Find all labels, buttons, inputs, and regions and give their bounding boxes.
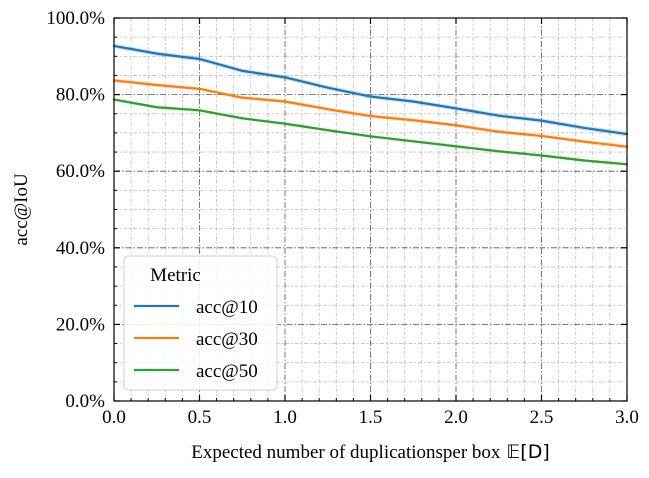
series-lines <box>112 44 629 166</box>
series-line-acc-30 <box>112 79 629 148</box>
x-axis-label: Expected number of duplicationsper box 𝔼[… <box>191 441 550 463</box>
legend-label-acc-30: acc@30 <box>196 329 258 350</box>
legend-label-acc-10: acc@10 <box>196 297 258 318</box>
x-tick-label: 2.5 <box>530 407 554 428</box>
legend-title: Metric <box>150 265 201 286</box>
x-tick-label: 2.0 <box>444 407 468 428</box>
legend-items: acc@10 acc@30 acc@50 <box>134 297 258 382</box>
y-axis-label: acc@IoU <box>11 173 32 246</box>
legend-label-acc-50: acc@50 <box>196 361 258 382</box>
x-tick-label: 0.5 <box>188 407 212 428</box>
y-tick-label: 80.0% <box>56 85 105 106</box>
y-tick-label: 40.0% <box>56 238 105 259</box>
x-tick-label: 1.0 <box>273 407 297 428</box>
y-tick-label: 20.0% <box>56 314 105 335</box>
series-line-acc-50 <box>112 98 629 166</box>
tick-labels: 0.0 0.5 1.0 1.5 2.0 2.5 3.0 0.0% 20.0% 40.0% 60.0%… <box>46 8 638 428</box>
y-tick-label: 0.0% <box>65 391 105 412</box>
legend: Metric acc@10 acc@30 acc@50 <box>123 255 278 391</box>
legend-box <box>123 255 278 391</box>
x-tick-label: 3.0 <box>615 407 639 428</box>
series-line-acc-10 <box>112 44 629 136</box>
x-tick-label: 0.0 <box>102 407 126 428</box>
x-tick-label: 1.5 <box>359 407 383 428</box>
y-tick-label: 60.0% <box>56 161 105 182</box>
y-tick-label: 100.0% <box>46 8 105 29</box>
axis-ticks <box>113 17 628 402</box>
